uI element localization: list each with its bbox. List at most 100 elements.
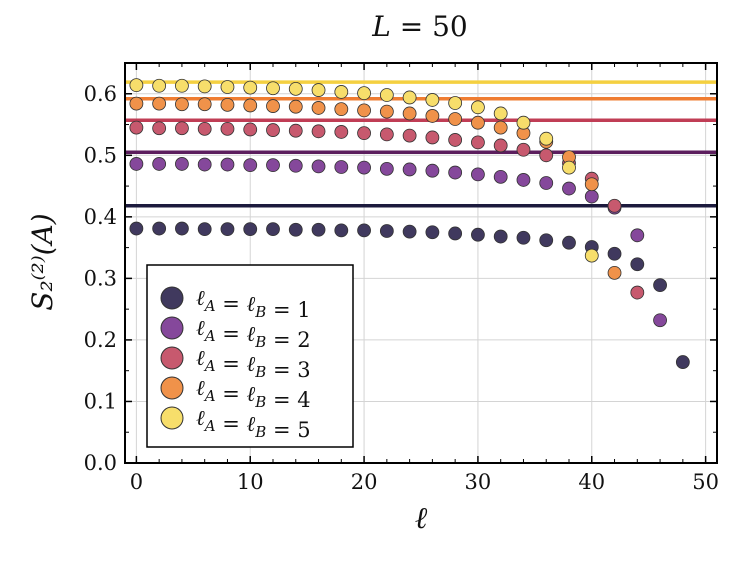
data-point (675, 355, 690, 369)
data-point (357, 86, 371, 101)
x-tick-label: 40 (578, 470, 605, 494)
data-point (539, 131, 554, 146)
data-point (129, 78, 144, 93)
data-point (425, 109, 440, 123)
legend-marker (160, 376, 184, 400)
data-point (539, 233, 554, 248)
data-point (471, 227, 485, 242)
legend-marker (160, 406, 184, 430)
data-point (197, 97, 212, 112)
data-point (220, 121, 235, 136)
data-point (448, 165, 463, 180)
data-point (266, 99, 280, 113)
legend-label: ℓA = ℓB = 4 (196, 376, 311, 412)
data-point (471, 100, 485, 115)
data-point (425, 93, 440, 107)
data-point (357, 103, 371, 118)
data-point (175, 157, 189, 171)
data-point (266, 222, 280, 237)
data-point (539, 148, 554, 163)
data-point (152, 157, 167, 171)
data-point (516, 230, 531, 245)
legend-marker (160, 286, 184, 310)
data-point (630, 285, 645, 300)
legend-marker (160, 316, 184, 340)
data-point (379, 88, 394, 102)
data-point (243, 122, 258, 137)
data-point (448, 112, 463, 126)
data-point (288, 81, 303, 96)
y-tick-label: 0.3 (84, 266, 117, 290)
data-point (311, 83, 326, 97)
data-point (311, 124, 326, 139)
data-point (288, 99, 303, 114)
data-point (425, 130, 440, 145)
data-point (220, 157, 235, 172)
data-point (562, 181, 576, 196)
plot-frame (124, 62, 718, 464)
data-point (379, 104, 394, 119)
data-point (129, 157, 144, 171)
y-tick-label: 0.1 (84, 389, 117, 413)
x-tick-label: 0 (130, 470, 143, 494)
data-point (129, 221, 144, 236)
data-point (493, 169, 508, 184)
data-point (402, 90, 417, 105)
data-point (152, 96, 167, 111)
data-point (334, 125, 349, 139)
data-point (152, 78, 167, 93)
data-point (266, 81, 280, 96)
legend-label: ℓA = ℓB = 3 (196, 346, 311, 382)
legend-label: ℓA = ℓB = 5 (196, 406, 311, 442)
data-point (197, 79, 212, 94)
data-point (334, 102, 349, 117)
y-tick-label: 0.0 (84, 451, 117, 475)
data-point (243, 158, 258, 173)
data-point (334, 85, 349, 99)
data-point (425, 163, 440, 178)
data-point (653, 313, 667, 328)
axis-ticks: 0 10 20 30 40 50 0.0 0.1 0.2 0.3 0.4 0.5 0.6 (84, 62, 719, 494)
data-point (584, 248, 599, 263)
data-point (175, 121, 189, 136)
data-point (379, 127, 394, 142)
data-point (243, 80, 258, 95)
data-point (607, 265, 622, 280)
data-point (471, 167, 485, 182)
data-point (243, 222, 258, 237)
data-point (493, 120, 508, 135)
data-point (379, 161, 394, 176)
data-point (448, 226, 463, 241)
data-point (266, 123, 280, 137)
data-point (266, 158, 280, 173)
data-point (516, 173, 531, 187)
data-point (129, 120, 144, 135)
y-tick-label: 0.5 (84, 143, 117, 167)
data-point (311, 159, 326, 174)
legend: ℓA = ℓB = 1ℓA = ℓB = 2ℓA = ℓB = 3ℓA = ℓB… (146, 264, 354, 448)
data-point (152, 121, 167, 136)
data-point (402, 106, 417, 121)
data-point (493, 106, 508, 121)
data-point (311, 222, 326, 237)
data-point (471, 135, 485, 150)
y-tick-label: 0.6 (84, 82, 117, 106)
data-point (334, 223, 349, 238)
data-point (493, 229, 508, 244)
data-point (243, 98, 258, 113)
data-point (357, 223, 371, 238)
data-point (197, 121, 212, 136)
data-point (448, 133, 463, 147)
data-point (175, 78, 189, 93)
data-point (516, 142, 531, 157)
data-point (220, 97, 235, 112)
data-point (584, 189, 599, 204)
legend-label: ℓA = ℓB = 1 (196, 286, 311, 322)
x-tick-label: 20 (351, 470, 378, 494)
data-point (220, 80, 235, 94)
data-point (197, 222, 212, 237)
data-point (402, 128, 417, 143)
data-point (402, 162, 417, 177)
chart-title: L = 50 (371, 10, 467, 43)
